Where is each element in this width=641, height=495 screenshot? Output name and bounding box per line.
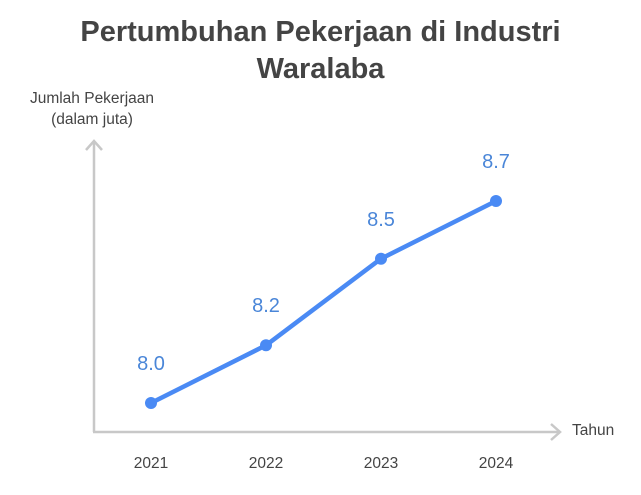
- x-tick-2022: 2022: [248, 455, 284, 472]
- x-tick-2024: 2024: [478, 455, 514, 472]
- chart-title-line-1: Pertumbuhan Pekerjaan di Industri: [80, 16, 561, 48]
- chart-title: Pertumbuhan Pekerjaan di Industri Warala…: [0, 14, 641, 88]
- series-line: [148, 198, 499, 406]
- x-tick-2021: 2021: [133, 455, 169, 472]
- value-label-2024: 8.7: [482, 151, 510, 173]
- x-axis-label: Tahun: [572, 422, 615, 439]
- data-point-2024: [490, 195, 502, 207]
- data-point-2022: [260, 339, 272, 352]
- y-axis-label-line-2: (dalam juta): [51, 111, 133, 128]
- series-points: [145, 195, 502, 409]
- y-axis-label-line-1: Jumlah Pekerjaan: [29, 90, 155, 107]
- value-label-2021: 8.0: [137, 353, 165, 375]
- data-point-2023: [375, 252, 387, 265]
- y-axis-arrow-icon: [85, 139, 103, 151]
- y-axis-label: Jumlah Pekerjaan (dalam juta): [6, 88, 178, 130]
- x-tick-2023: 2023: [363, 455, 399, 472]
- value-label-2022: 8.2: [252, 295, 280, 318]
- value-label-2023: 8.5: [367, 208, 395, 231]
- x-axis-arrow-icon: [550, 423, 562, 441]
- chart-title-line-2: Waralaba: [256, 53, 385, 85]
- data-point-2021: [145, 397, 157, 409]
